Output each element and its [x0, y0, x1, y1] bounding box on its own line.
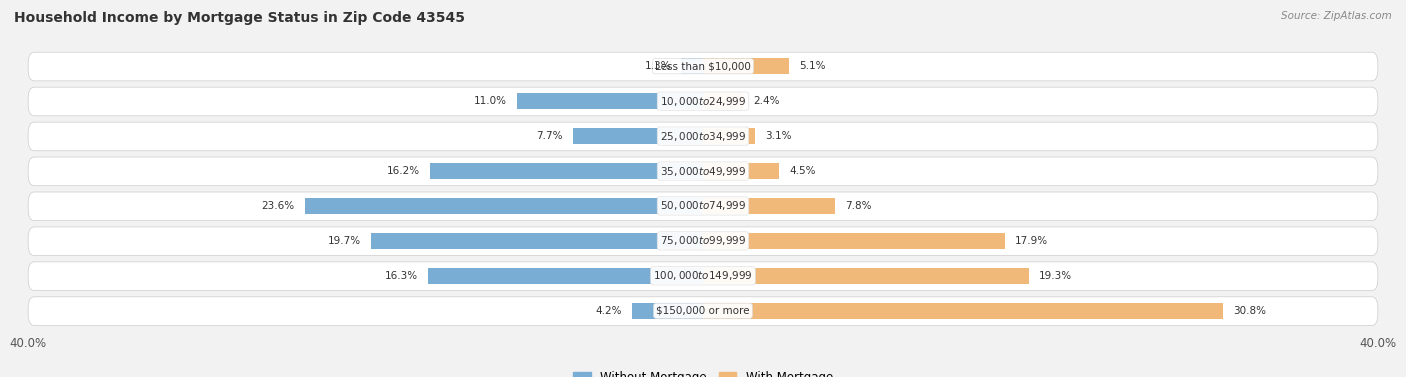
Text: 4.5%: 4.5% — [789, 166, 815, 176]
Bar — [371, 233, 703, 249]
Text: 7.8%: 7.8% — [845, 201, 872, 211]
Text: 2.4%: 2.4% — [754, 96, 780, 106]
Bar — [427, 268, 703, 284]
Text: 16.2%: 16.2% — [387, 166, 419, 176]
Text: 1.3%: 1.3% — [644, 61, 671, 71]
Text: Household Income by Mortgage Status in Zip Code 43545: Household Income by Mortgage Status in Z… — [14, 11, 465, 25]
Text: $25,000 to $34,999: $25,000 to $34,999 — [659, 130, 747, 143]
FancyBboxPatch shape — [28, 122, 1378, 151]
Text: Source: ZipAtlas.com: Source: ZipAtlas.com — [1281, 11, 1392, 21]
Bar — [517, 93, 703, 109]
Bar — [703, 198, 835, 214]
Text: Less than $10,000: Less than $10,000 — [655, 61, 751, 71]
Legend: Without Mortgage, With Mortgage: Without Mortgage, With Mortgage — [568, 366, 838, 377]
Text: 3.1%: 3.1% — [765, 131, 792, 141]
Bar — [633, 303, 703, 319]
Bar — [703, 303, 1223, 319]
Text: 19.7%: 19.7% — [328, 236, 360, 246]
Text: $50,000 to $74,999: $50,000 to $74,999 — [659, 199, 747, 213]
Bar — [681, 58, 703, 74]
FancyBboxPatch shape — [28, 227, 1378, 256]
Text: 23.6%: 23.6% — [262, 201, 295, 211]
Text: $100,000 to $149,999: $100,000 to $149,999 — [654, 269, 752, 282]
FancyBboxPatch shape — [28, 87, 1378, 116]
Text: 17.9%: 17.9% — [1015, 236, 1049, 246]
Text: 5.1%: 5.1% — [799, 61, 825, 71]
Bar — [703, 163, 779, 179]
Bar — [703, 268, 1029, 284]
Bar — [305, 198, 703, 214]
Text: 11.0%: 11.0% — [474, 96, 508, 106]
Bar — [703, 93, 744, 109]
Bar — [430, 163, 703, 179]
Text: 16.3%: 16.3% — [385, 271, 418, 281]
Text: 4.2%: 4.2% — [596, 306, 621, 316]
FancyBboxPatch shape — [28, 192, 1378, 221]
Bar — [703, 58, 789, 74]
Bar — [574, 128, 703, 144]
Text: $150,000 or more: $150,000 or more — [657, 306, 749, 316]
Text: 30.8%: 30.8% — [1233, 306, 1265, 316]
FancyBboxPatch shape — [28, 52, 1378, 81]
Text: $35,000 to $49,999: $35,000 to $49,999 — [659, 164, 747, 178]
Text: $10,000 to $24,999: $10,000 to $24,999 — [659, 95, 747, 108]
Text: 19.3%: 19.3% — [1039, 271, 1071, 281]
FancyBboxPatch shape — [28, 157, 1378, 186]
FancyBboxPatch shape — [28, 297, 1378, 325]
Text: $75,000 to $99,999: $75,000 to $99,999 — [659, 234, 747, 247]
Bar — [703, 233, 1005, 249]
Text: 7.7%: 7.7% — [537, 131, 562, 141]
FancyBboxPatch shape — [28, 262, 1378, 291]
Bar — [703, 128, 755, 144]
